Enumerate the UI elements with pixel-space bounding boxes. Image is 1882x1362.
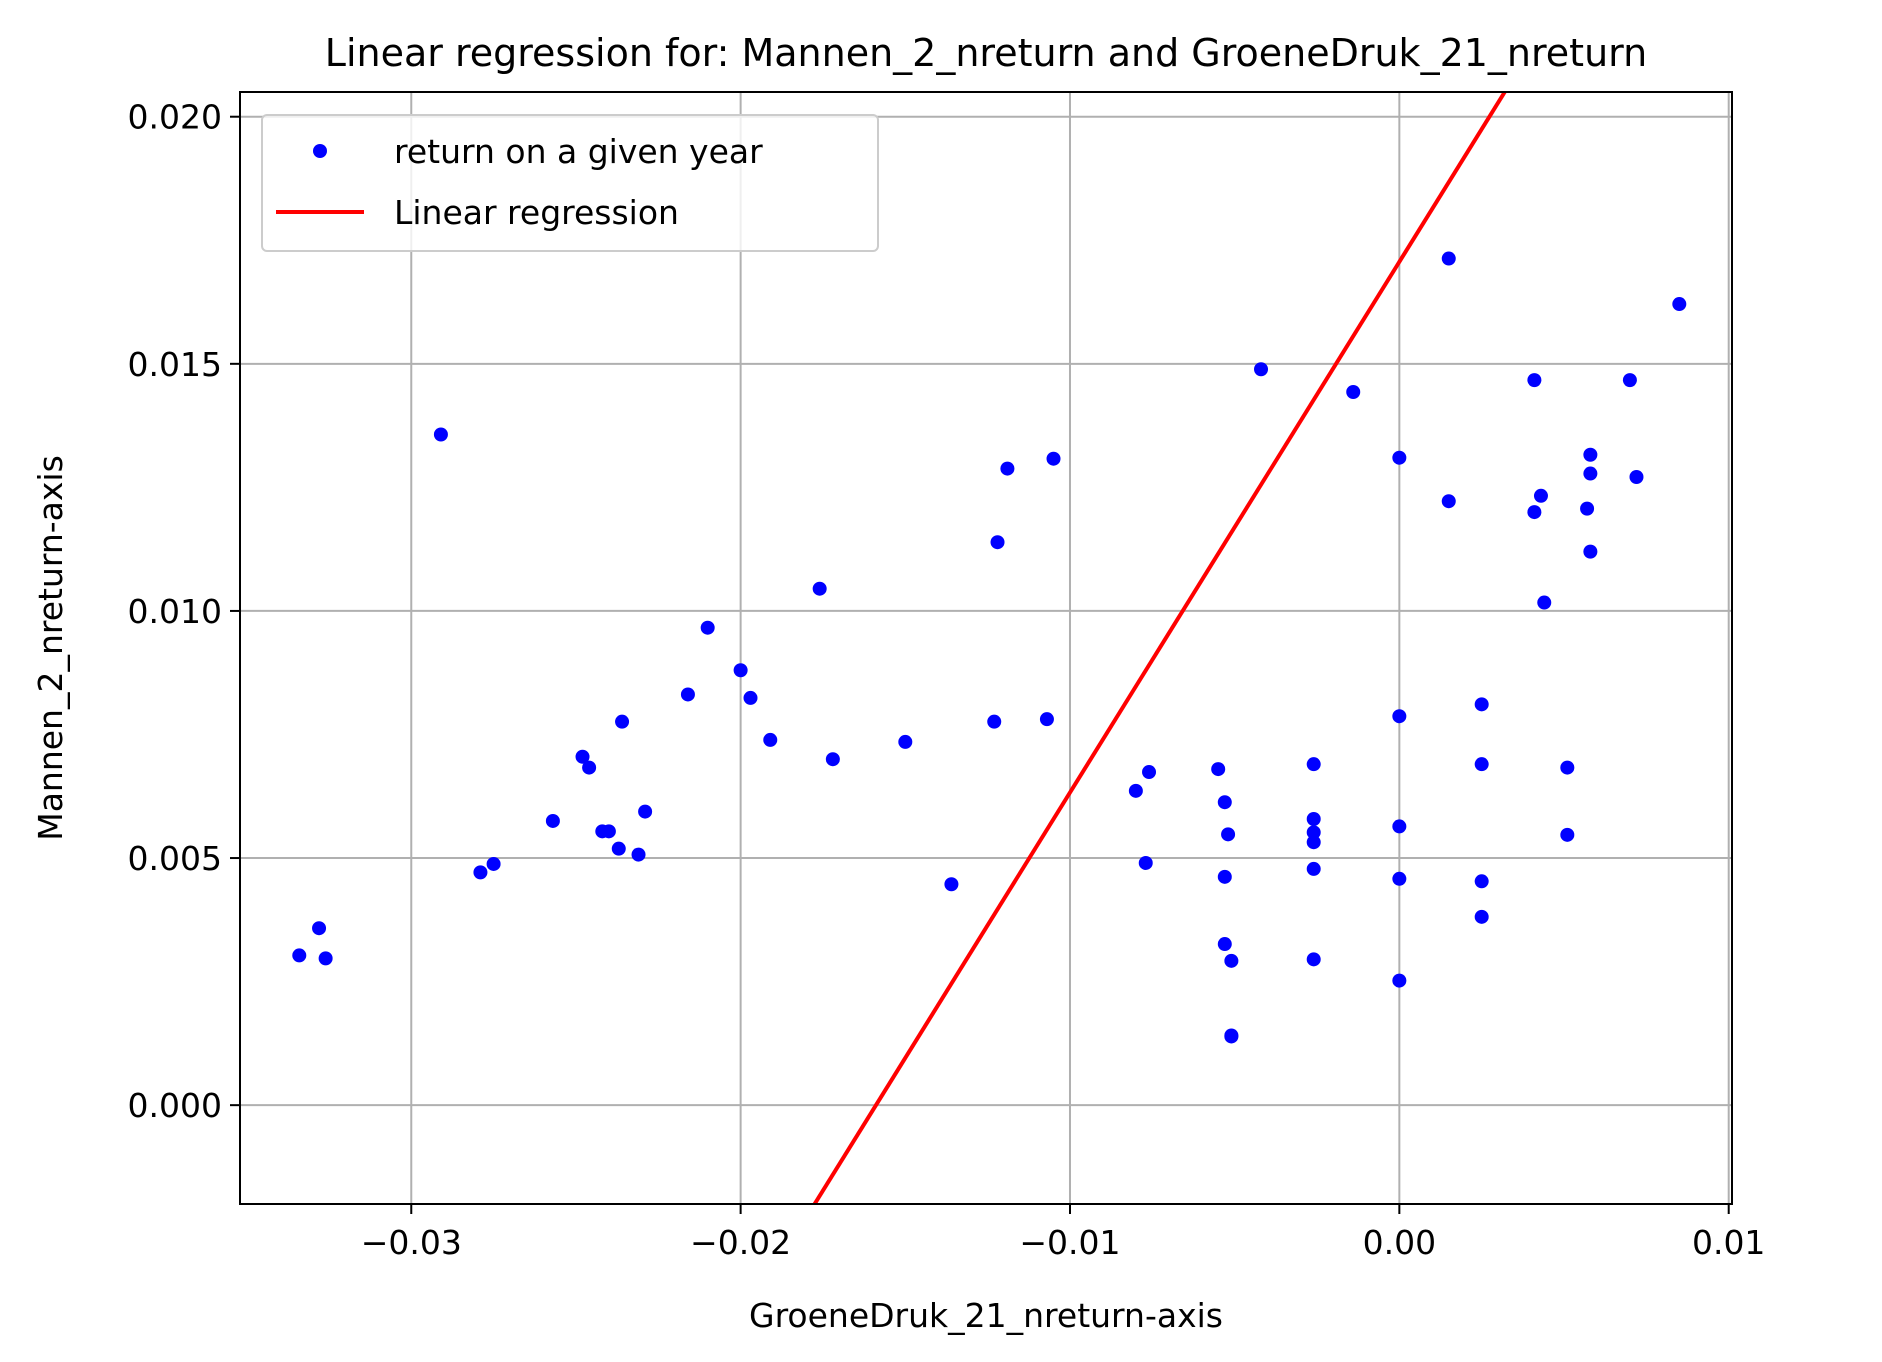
legend-line-label: Linear regression bbox=[394, 193, 679, 232]
scatter-point bbox=[1527, 373, 1542, 388]
scatter-point bbox=[944, 877, 959, 892]
scatter-point bbox=[1560, 827, 1575, 842]
scatter-point bbox=[1217, 795, 1232, 810]
scatter-point bbox=[1306, 757, 1321, 772]
scatter-point bbox=[1306, 825, 1321, 840]
scatter-point bbox=[812, 581, 827, 596]
x-tick-label: −0.03 bbox=[361, 1223, 462, 1262]
scatter-point bbox=[1392, 819, 1407, 834]
scatter-point bbox=[1217, 869, 1232, 884]
axis-ticks: −0.03 −0.02 −0.01 0.00 0.01 0.000 0.005 0.010 0.… bbox=[128, 98, 1766, 1262]
scatter-point bbox=[1211, 762, 1226, 777]
scatter-point bbox=[601, 824, 616, 839]
plot-frame bbox=[239, 91, 1733, 1205]
scatter-point bbox=[733, 663, 748, 678]
scatter-point bbox=[1583, 466, 1598, 481]
x-tick-label: −0.01 bbox=[1019, 1223, 1120, 1262]
scatter-point bbox=[1560, 760, 1575, 775]
scatter-point bbox=[1392, 709, 1407, 724]
scatter-point bbox=[1306, 812, 1321, 827]
scatter-point bbox=[1392, 871, 1407, 886]
y-tick-label: 0.015 bbox=[128, 345, 222, 384]
scatter-point bbox=[1306, 861, 1321, 876]
scatter-point bbox=[1138, 855, 1153, 870]
scatter-point bbox=[987, 714, 1002, 729]
legend-scatter-marker bbox=[313, 144, 327, 158]
chart-title: Linear regression for: Mannen_2_nreturn … bbox=[325, 31, 1647, 75]
scatter-point bbox=[1142, 765, 1157, 780]
x-tick-label: 0.01 bbox=[1692, 1223, 1765, 1262]
scatter-point bbox=[990, 535, 1005, 550]
scatter-point bbox=[1224, 953, 1239, 968]
scatter-point bbox=[545, 813, 560, 828]
scatter-point bbox=[1224, 1028, 1239, 1043]
scatter-point bbox=[1583, 544, 1598, 559]
scatter-point bbox=[1441, 251, 1456, 266]
y-tick-label: 0.020 bbox=[128, 98, 222, 137]
scatter-point bbox=[1474, 697, 1489, 712]
scatter-point bbox=[1128, 783, 1143, 798]
scatter-point bbox=[615, 714, 630, 729]
grid bbox=[240, 92, 1732, 1204]
scatter-point bbox=[312, 921, 327, 936]
scatter-point bbox=[1527, 505, 1542, 520]
scatter-point bbox=[582, 760, 597, 775]
scatter-point bbox=[1672, 297, 1687, 312]
scatter-point bbox=[680, 687, 695, 702]
scatter-point bbox=[631, 847, 646, 862]
scatter-point bbox=[1039, 712, 1054, 727]
scatter-point bbox=[1474, 909, 1489, 924]
y-tick-label: 0.000 bbox=[128, 1086, 222, 1125]
scatter-point bbox=[638, 804, 653, 819]
scatter-point bbox=[1346, 384, 1361, 399]
scatter-point bbox=[292, 948, 307, 963]
scatter-point bbox=[825, 752, 840, 767]
scatter-point bbox=[763, 732, 778, 747]
x-axis-label: GroeneDruk_21_nreturn-axis bbox=[749, 1296, 1223, 1335]
scatter-point bbox=[1306, 835, 1321, 850]
scatter-point bbox=[1254, 362, 1269, 377]
scatter-point bbox=[1622, 373, 1637, 388]
scatter-point bbox=[1217, 937, 1232, 952]
x-tick-label: −0.02 bbox=[690, 1223, 791, 1262]
y-tick-label: 0.010 bbox=[128, 592, 222, 631]
scatter-point bbox=[1533, 488, 1548, 503]
scatter-point bbox=[1441, 494, 1456, 509]
scatter-point bbox=[575, 749, 590, 764]
y-tick-label: 0.005 bbox=[128, 839, 222, 878]
x-tick-label: 0.00 bbox=[1363, 1223, 1436, 1262]
scatter-point bbox=[1000, 461, 1015, 476]
legend: return on a given year Linear regression bbox=[261, 114, 879, 252]
legend-scatter-label: return on a given year bbox=[394, 132, 763, 171]
scatter-point bbox=[318, 951, 333, 966]
y-axis-label: Mannen_2_nreturn-axis bbox=[31, 455, 70, 841]
scatter-point bbox=[433, 427, 448, 442]
scatter-point bbox=[1046, 451, 1061, 466]
scatter-point bbox=[1537, 595, 1552, 610]
scatter-point bbox=[1392, 450, 1407, 465]
plot-data bbox=[292, 92, 1687, 1204]
scatter-point bbox=[486, 856, 501, 871]
scatter-point bbox=[1583, 447, 1598, 462]
scatter-point bbox=[1221, 827, 1236, 842]
scatter-point bbox=[1629, 469, 1644, 484]
scatter-point bbox=[1580, 501, 1595, 516]
scatter-point bbox=[1474, 874, 1489, 889]
regression-line bbox=[812, 92, 1507, 1204]
scatter-point bbox=[473, 865, 488, 880]
scatter-point bbox=[743, 690, 758, 705]
scatter-point bbox=[898, 734, 913, 749]
scatter-point bbox=[700, 620, 715, 635]
scatter-point bbox=[611, 841, 626, 856]
scatter-point bbox=[1392, 973, 1407, 988]
legend-box bbox=[261, 114, 879, 252]
scatter-point bbox=[1306, 952, 1321, 967]
scatter-point bbox=[1474, 757, 1489, 772]
